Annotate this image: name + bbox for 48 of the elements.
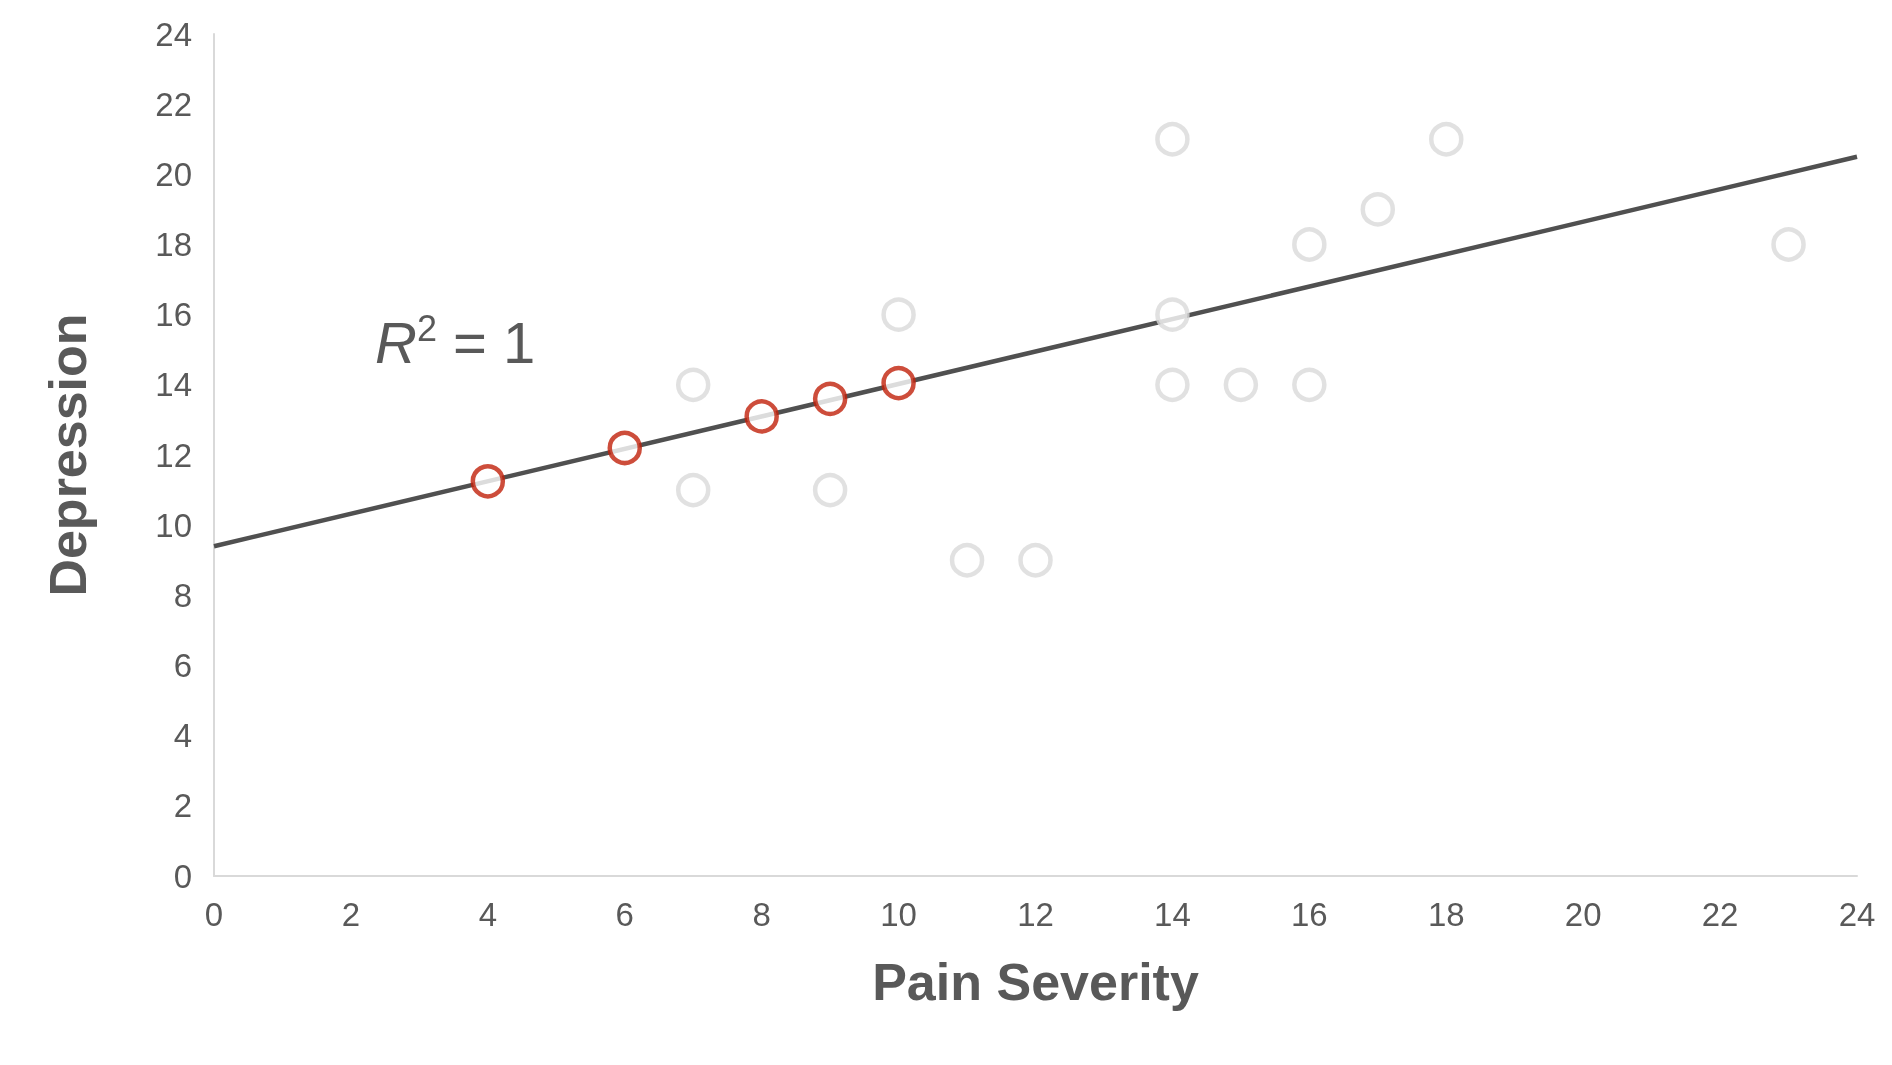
x-tick-label: 24	[1838, 896, 1876, 933]
y-tick-label: 8	[173, 576, 192, 614]
point	[1155, 297, 1190, 332]
x-tick-label: 18	[1427, 896, 1465, 933]
x-axis-title: Pain Severity	[872, 953, 1199, 1011]
x-tick-label: 6	[615, 896, 634, 933]
y-tick-label: 14	[155, 366, 192, 404]
point	[675, 367, 711, 403]
point	[881, 365, 916, 401]
point	[607, 430, 642, 466]
y-tick-label: 6	[173, 647, 192, 684]
x-tick-label: 0	[204, 896, 224, 933]
y-tick-label: 16	[155, 296, 192, 334]
x-tick-label: 22	[1701, 896, 1739, 933]
y-tick-label: 20	[155, 155, 192, 193]
y-tick-label: 4	[173, 717, 192, 755]
x-tick-label: 12	[1017, 896, 1054, 933]
x-tick-label: 10	[880, 896, 917, 933]
point	[1223, 367, 1259, 403]
point	[1771, 227, 1806, 262]
point	[1429, 122, 1464, 157]
point	[881, 297, 916, 332]
y-tick-label: 12	[155, 436, 192, 474]
point	[1292, 227, 1327, 262]
point	[1360, 192, 1396, 227]
point	[1292, 367, 1327, 403]
x-tick-label: 2	[341, 896, 361, 933]
point	[470, 464, 506, 499]
point	[675, 472, 711, 508]
point	[812, 381, 848, 417]
y-tick-label: 18	[155, 226, 192, 263]
y-tick-label: 22	[155, 85, 192, 123]
point	[812, 472, 848, 508]
y-tick-label: 24	[155, 15, 192, 53]
x-tick-label: 4	[478, 896, 498, 933]
x-tick-label: 8	[752, 896, 771, 933]
x-tick-label: 14	[1154, 896, 1191, 933]
y-tick-label: 10	[155, 506, 192, 544]
point	[1018, 543, 1053, 578]
point	[1155, 367, 1190, 403]
x-tick-label: 20	[1564, 896, 1602, 933]
point	[949, 543, 985, 578]
x-tick-label: 16	[1290, 896, 1328, 933]
y-axis-title: Depression	[39, 313, 97, 597]
y-tick-label: 0	[173, 857, 192, 895]
point	[744, 399, 779, 434]
y-tick-label: 2	[173, 787, 192, 825]
point	[1155, 122, 1190, 157]
